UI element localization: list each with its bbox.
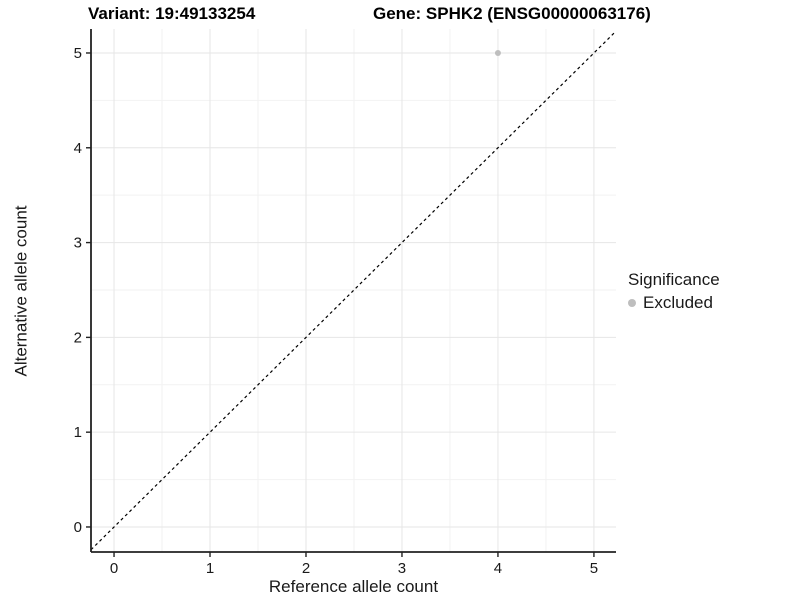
x-tick-label: 5 [590, 560, 598, 577]
x-axis-title: Reference allele count [268, 577, 439, 596]
y-tick-label: 4 [74, 140, 82, 157]
legend-entry-excluded: Excluded [628, 293, 720, 313]
identity-dashed-line [90, 30, 617, 551]
x-tick-label: 0 [110, 560, 118, 577]
y-axis-title-wrap: Alternative allele count [0, 29, 44, 552]
data-point [494, 49, 501, 56]
x-tick-label: 4 [494, 560, 502, 577]
plot-title-gene: Gene: SPHK2 (ENSG00000063176) [373, 4, 651, 23]
legend-title: Significance [628, 270, 720, 289]
legend-point-icon [628, 299, 636, 307]
x-tick-label: 3 [398, 560, 406, 577]
plot-title-variant: Variant: 19:49133254 [88, 4, 256, 23]
y-tick-label: 2 [74, 329, 82, 346]
y-tick-label: 1 [74, 424, 82, 441]
y-tick-label: 3 [74, 235, 82, 252]
x-tick-label: 1 [206, 560, 214, 577]
y-axis-title: Alternative allele count [12, 204, 32, 377]
y-tick-label: 5 [74, 45, 82, 62]
legend: Significance Excluded [628, 270, 720, 313]
legend-entry-label: Excluded [643, 293, 713, 312]
x-tick-label: 2 [302, 560, 310, 577]
y-tick-label: 0 [74, 519, 82, 536]
